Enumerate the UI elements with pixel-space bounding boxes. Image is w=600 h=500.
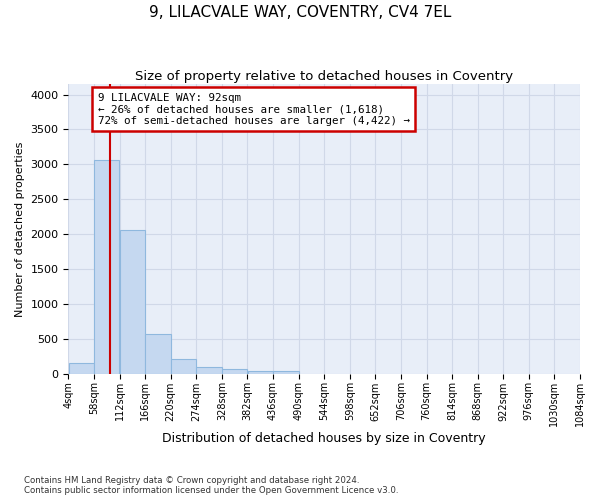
X-axis label: Distribution of detached houses by size in Coventry: Distribution of detached houses by size … [163,432,486,445]
Text: 9 LILACVALE WAY: 92sqm
← 26% of detached houses are smaller (1,618)
72% of semi-: 9 LILACVALE WAY: 92sqm ← 26% of detached… [98,92,410,126]
Bar [119,230,145,374]
Y-axis label: Number of detached properties: Number of detached properties [15,141,25,316]
Bar [68,363,94,374]
Bar [222,370,247,374]
Text: Contains HM Land Registry data © Crown copyright and database right 2024.
Contai: Contains HM Land Registry data © Crown c… [24,476,398,495]
Title: Size of property relative to detached houses in Coventry: Size of property relative to detached ho… [135,70,513,83]
Bar [171,360,196,374]
Bar [248,371,273,374]
Bar [94,160,119,374]
Bar [273,371,299,374]
Text: 9, LILACVALE WAY, COVENTRY, CV4 7EL: 9, LILACVALE WAY, COVENTRY, CV4 7EL [149,5,451,20]
Bar [196,368,222,374]
Bar [145,334,170,374]
